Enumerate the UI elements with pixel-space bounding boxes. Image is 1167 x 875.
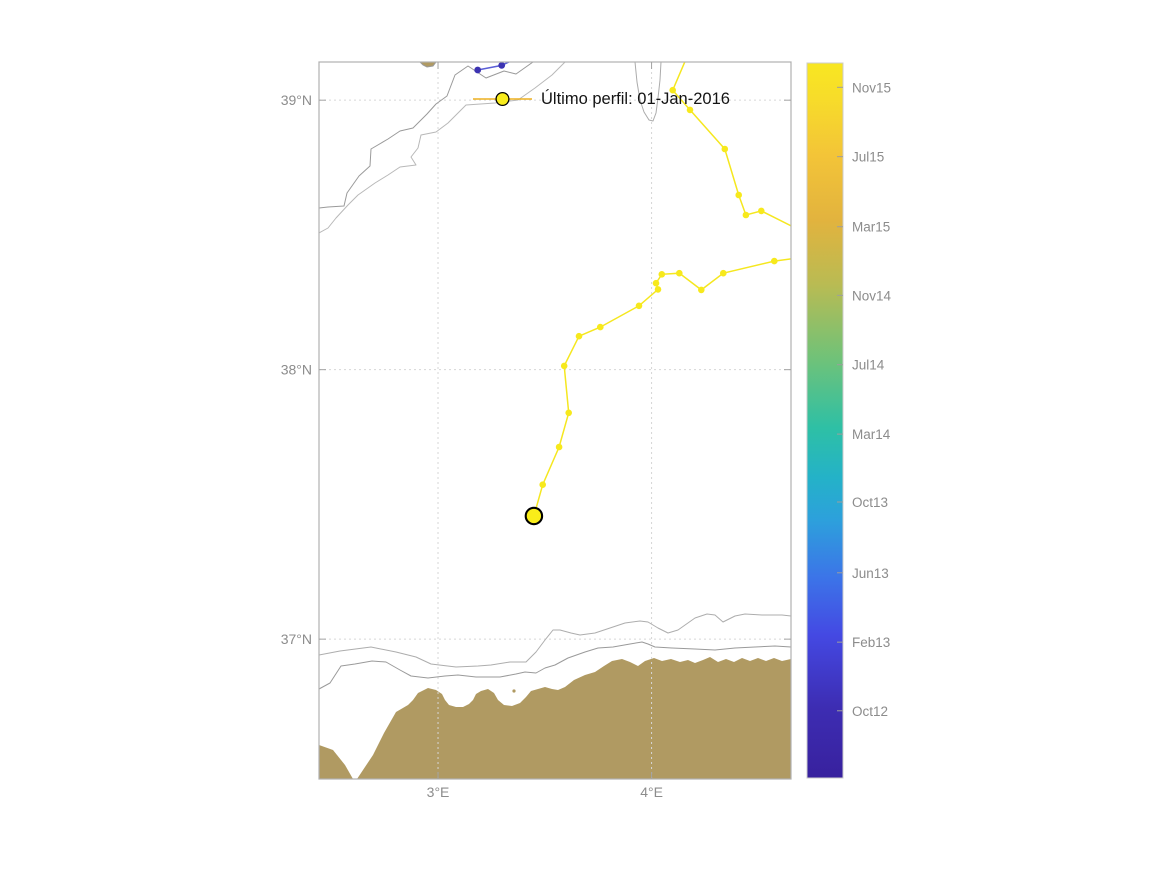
float-track-north-2015-point	[669, 86, 676, 94]
land-mallorca-tip	[419, 62, 437, 68]
float-track-north-2015-path	[671, 62, 791, 227]
colorbar-label: Mar15	[852, 220, 890, 235]
last-profile-marker	[524, 506, 544, 526]
float-track-2015-point	[771, 257, 778, 265]
land-west-wedge	[319, 745, 353, 779]
colorbar-label: Oct12	[852, 704, 888, 719]
float-positions-oct2012-point	[498, 62, 506, 69]
float-track-2015-point	[555, 443, 563, 451]
float-track-north-2015-point	[686, 106, 694, 114]
land-algeria-coast	[357, 657, 791, 779]
colorbar-label: Jul15	[852, 150, 884, 165]
colorbar-label: Jun13	[852, 566, 889, 581]
colorbar-label: Nov15	[852, 80, 891, 95]
colorbar-label: Feb13	[852, 635, 890, 650]
y-tick-label: 39°N	[281, 92, 312, 108]
float-track-2015-point	[575, 332, 583, 340]
float-track-2015-point	[720, 269, 727, 277]
float-track-2015-point	[676, 269, 683, 277]
bathymetry-contour	[319, 641, 791, 690]
y-tick-label: 37°N	[281, 631, 312, 647]
colorbar	[806, 62, 844, 779]
legend-marker-icon	[495, 91, 510, 107]
float-track-2015-point	[539, 481, 546, 489]
bathymetry-contour	[319, 62, 534, 209]
float-track-2015-point	[654, 286, 662, 293]
x-tick-label: 3°E	[427, 784, 450, 800]
colorbar-label: Nov14	[852, 288, 892, 303]
float-track-north-2015-point	[735, 191, 742, 199]
x-tick-label: 4°E	[640, 784, 663, 800]
plot-border	[318, 61, 792, 780]
float-track-2015-point	[597, 323, 604, 331]
float-track-2015-point	[560, 362, 568, 370]
float-track-2015-point	[565, 409, 572, 417]
colorbar-label: Mar14	[852, 427, 891, 442]
y-tick-label: 38°N	[281, 362, 312, 378]
float-track-north-2015-point	[721, 145, 729, 153]
legend-label: Último perfil: 01-Jan-2016	[541, 90, 730, 108]
float-track-2015-point	[652, 279, 660, 287]
colorbar-label: Jul14	[852, 358, 885, 373]
float-track-2015-point	[698, 286, 705, 294]
bathymetry-contour	[634, 62, 662, 122]
plot-area	[319, 62, 791, 779]
float-track-north-2015-point	[742, 211, 750, 219]
bathymetry-contour	[319, 613, 791, 668]
float-positions-oct2012-point	[474, 66, 482, 74]
float-track-2015-point	[658, 271, 666, 278]
colorbar-label: Oct13	[852, 495, 888, 510]
islet	[512, 689, 516, 693]
bathymetry-contour	[319, 62, 566, 234]
float-track-2015-point	[635, 302, 643, 310]
float-positions-oct2012-path	[477, 62, 511, 71]
float-track-north-2015-point	[758, 207, 765, 215]
float-track-2015-path	[533, 258, 791, 517]
